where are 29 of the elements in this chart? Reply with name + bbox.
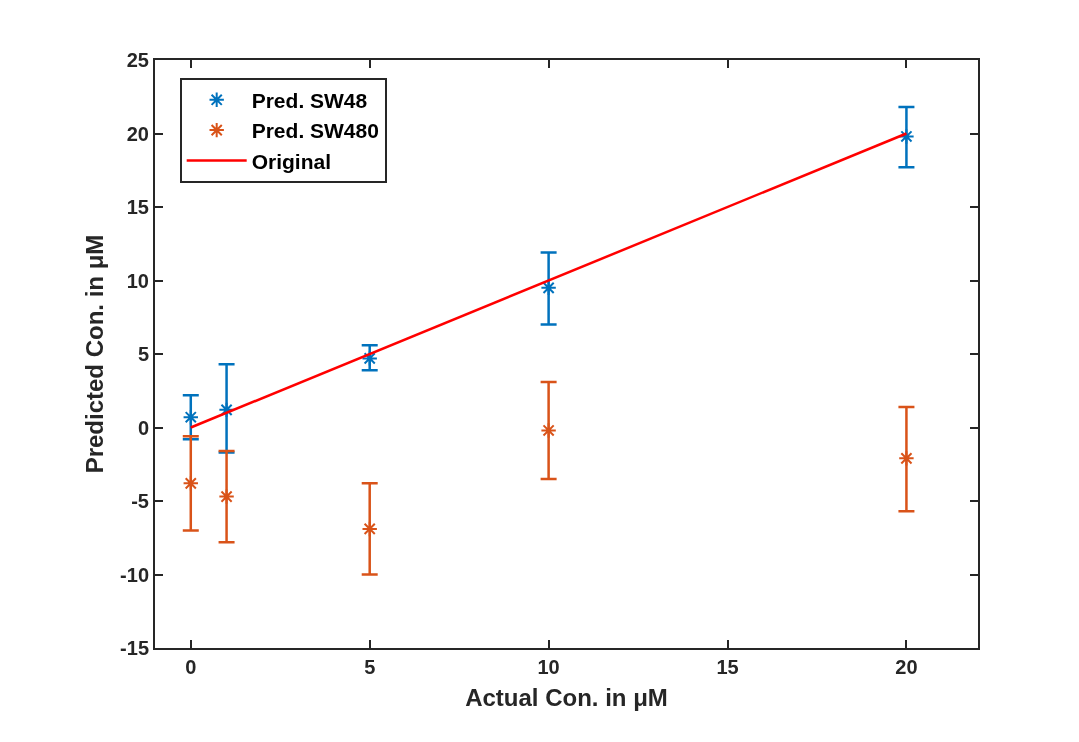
point bbox=[540, 422, 557, 439]
x-tick-label: 0 bbox=[185, 656, 197, 678]
legend-label: Pred. SW480 bbox=[251, 119, 379, 143]
point bbox=[218, 401, 235, 419]
point bbox=[361, 520, 378, 538]
x-tick-label: 15 bbox=[716, 656, 739, 678]
x-axis-title: Actual Con. in μM bbox=[465, 683, 668, 711]
y-tick-label: 15 bbox=[126, 196, 149, 218]
point bbox=[218, 488, 235, 505]
legend-label: Original bbox=[251, 149, 332, 173]
y-axis-title: Predicted Con. in μM bbox=[80, 234, 108, 474]
y-tick-label: 20 bbox=[126, 122, 149, 145]
point bbox=[898, 450, 915, 467]
point bbox=[182, 475, 199, 492]
legend-label: Pred. SW48 bbox=[251, 88, 368, 112]
point bbox=[182, 409, 199, 426]
x-tick-label: 20 bbox=[895, 656, 918, 678]
point bbox=[361, 350, 378, 367]
x-tick-label: 5 bbox=[364, 656, 376, 678]
point bbox=[898, 128, 915, 145]
y-tick-label: -5 bbox=[131, 490, 149, 512]
y-tick-label: -10 bbox=[120, 563, 149, 586]
y-tick-label: 0 bbox=[137, 416, 149, 439]
y-tick-label: -15 bbox=[120, 637, 149, 659]
point bbox=[540, 279, 557, 297]
x-tick-label: 10 bbox=[537, 656, 560, 678]
y-tick-label: 5 bbox=[137, 343, 149, 365]
y-tick-label: 25 bbox=[126, 49, 149, 71]
y-tick-label: 10 bbox=[126, 269, 149, 292]
